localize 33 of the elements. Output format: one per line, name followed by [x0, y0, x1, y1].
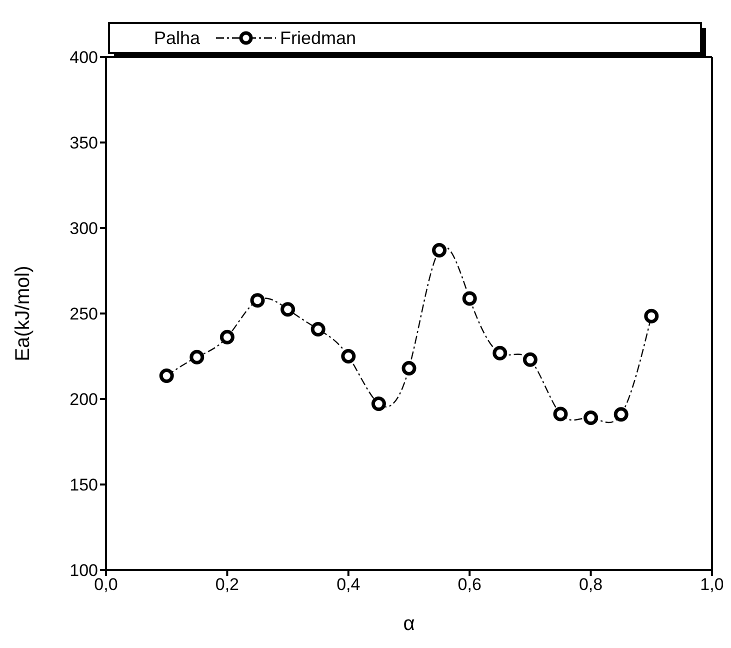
point	[432, 242, 447, 258]
y-tick-label: 400	[70, 48, 98, 68]
point	[614, 407, 628, 422]
x-tick-label: 1,0	[700, 575, 724, 594]
point	[584, 410, 598, 426]
x-tick-label: 0,8	[578, 575, 603, 594]
y-tick-label: 300	[70, 219, 98, 238]
y-tick-label: 150	[70, 476, 98, 495]
x-tick-label: 0,0	[94, 575, 118, 594]
x-tick-label: 0,2	[215, 575, 240, 594]
point	[250, 293, 265, 308]
legend-label: Friedman	[280, 28, 356, 48]
y-tick-label: 350	[70, 134, 98, 153]
point	[341, 349, 356, 364]
y-axis-title: Ea(kJ/mol)	[12, 266, 34, 362]
point	[310, 322, 326, 336]
point	[159, 368, 174, 383]
point	[462, 291, 477, 306]
point	[220, 330, 234, 344]
x-tick-label: 0,4	[336, 575, 360, 594]
point	[280, 302, 296, 317]
point	[492, 346, 508, 360]
y-tick-label: 200	[70, 390, 98, 410]
point	[190, 350, 204, 364]
point	[371, 396, 386, 412]
point	[402, 360, 416, 376]
point	[522, 352, 538, 367]
point	[553, 406, 568, 422]
x-tick-label: 0,6	[458, 575, 482, 594]
y-tick-label: 250	[70, 304, 98, 324]
legend-title: Palha	[154, 28, 200, 48]
x-axis-title: α	[403, 613, 415, 635]
point	[644, 308, 659, 324]
